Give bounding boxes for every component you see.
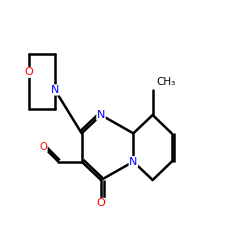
Text: N: N (97, 110, 105, 120)
Text: O: O (24, 67, 34, 77)
Text: O: O (40, 142, 47, 152)
Text: N: N (51, 85, 59, 95)
Text: O: O (96, 198, 106, 208)
Text: CH₃: CH₃ (157, 77, 176, 87)
Text: N: N (129, 157, 138, 167)
